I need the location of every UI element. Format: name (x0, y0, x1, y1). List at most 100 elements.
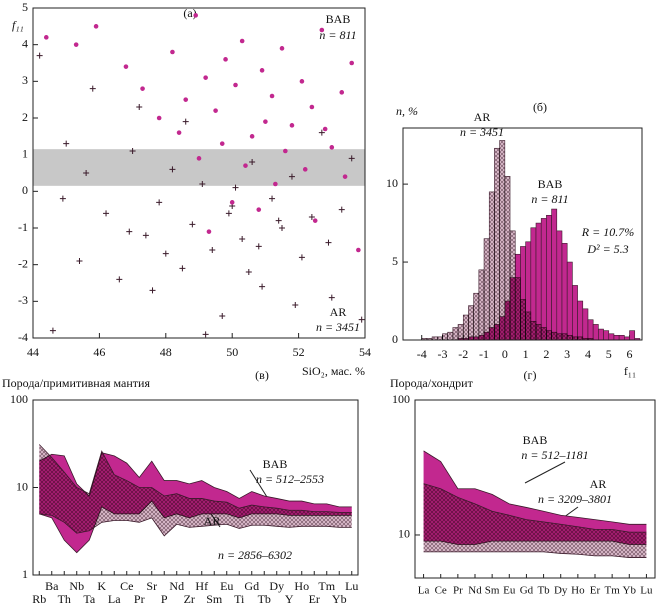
histogram-bar (598, 328, 604, 341)
x-tick-label: -1 (479, 347, 489, 361)
point (302, 167, 308, 172)
point (140, 86, 145, 91)
point (275, 217, 282, 224)
point (169, 166, 176, 173)
point (319, 27, 325, 33)
point (206, 229, 212, 234)
point (223, 57, 228, 62)
y-tick-label: 5 (392, 254, 398, 268)
point (213, 108, 218, 113)
point (103, 210, 110, 217)
point (233, 82, 238, 88)
histogram-bar (457, 324, 464, 341)
point (156, 115, 162, 121)
plot-frame (32, 7, 366, 339)
histogram-bar (546, 330, 552, 341)
point (123, 64, 129, 69)
y-tick-label: 1 (22, 146, 28, 160)
x-tick-label: Sm (485, 585, 500, 597)
y-tick-label: 0 (392, 332, 398, 346)
point (325, 239, 332, 246)
point (239, 38, 245, 44)
histogram-bar (442, 333, 448, 341)
band-edge (38, 444, 352, 513)
x-tick-label: Th (58, 592, 71, 606)
point (329, 145, 335, 150)
point (182, 118, 189, 125)
point (199, 181, 206, 187)
point (338, 206, 345, 213)
y-axis-label: f₁₁ (12, 18, 24, 32)
histogram-bar (504, 176, 511, 341)
point (76, 258, 83, 264)
x-axis-label: SiO₂, мас. % (302, 364, 365, 378)
panel-title: (г) (524, 368, 537, 382)
x-tick-label: Eu (503, 585, 516, 597)
point (43, 35, 49, 40)
x-axis-label: f₁₁ (624, 364, 636, 378)
x-tick-label: Tb (537, 585, 550, 597)
point (63, 140, 70, 147)
y-tick-label: -2 (18, 256, 28, 270)
point (93, 24, 99, 29)
x-tick-label: 3 (564, 347, 570, 361)
point (136, 104, 143, 110)
y-tick-label: 10 (16, 479, 28, 493)
point (358, 316, 365, 323)
point (245, 269, 252, 275)
histogram-bar (572, 285, 578, 341)
y-tick-label: 100 (392, 392, 410, 406)
x-tick-label: Eu (220, 579, 233, 593)
band-edge (423, 483, 647, 533)
point (339, 90, 345, 95)
histogram-bar (618, 335, 625, 341)
point (292, 302, 299, 308)
point (279, 225, 285, 231)
x-tick-label: -4 (417, 347, 427, 361)
point (322, 126, 328, 132)
band-fill (423, 483, 647, 558)
x-tick-label: Nd (468, 585, 482, 597)
point (309, 104, 315, 110)
x-tick-label: Rb (32, 592, 46, 606)
point (193, 13, 198, 18)
x-tick-label: Ta (83, 592, 95, 606)
x-tick-label: Gd (244, 579, 259, 593)
histogram-bar (540, 327, 547, 341)
histogram-bar (514, 277, 521, 341)
x-tick-label: Sr (146, 579, 157, 593)
point (209, 247, 216, 253)
band-edge (39, 513, 352, 537)
x-tick-label: Ho (571, 585, 585, 597)
histogram-bar (499, 140, 506, 341)
y-axis-label: Порода/примитивная мантия (2, 376, 150, 390)
y-tick-label: 100 (10, 392, 28, 406)
series-count: n = 512–1181 (521, 448, 588, 462)
histogram-bar (577, 300, 584, 341)
point (356, 247, 361, 253)
histogram-bar (530, 320, 537, 341)
y-tick-label: 2 (22, 110, 28, 124)
x-tick-label: K (97, 579, 106, 593)
x-tick-label: P (161, 592, 168, 606)
point (176, 130, 182, 135)
y-tick-label: 10 (398, 527, 410, 541)
point (263, 119, 268, 124)
x-tick-label: Tm (605, 585, 621, 597)
histogram-bar (540, 218, 547, 341)
x-tick-label: Ho (294, 579, 309, 593)
point (36, 52, 43, 59)
x-tick-label: Ba (45, 579, 59, 593)
y-axis-label: n, % (396, 104, 418, 118)
panel-title: (б) (533, 100, 547, 114)
series-label: BAB (263, 457, 288, 471)
y-tick-label: 4 (22, 36, 28, 50)
x-tick-label: Yb (623, 585, 637, 597)
series-count: n = 3451 (316, 320, 360, 334)
x-tick-label: -2 (458, 347, 468, 361)
x-tick-label: Dy (554, 585, 568, 597)
point (196, 156, 202, 161)
point (229, 200, 235, 205)
point (288, 173, 295, 180)
point (126, 228, 133, 235)
